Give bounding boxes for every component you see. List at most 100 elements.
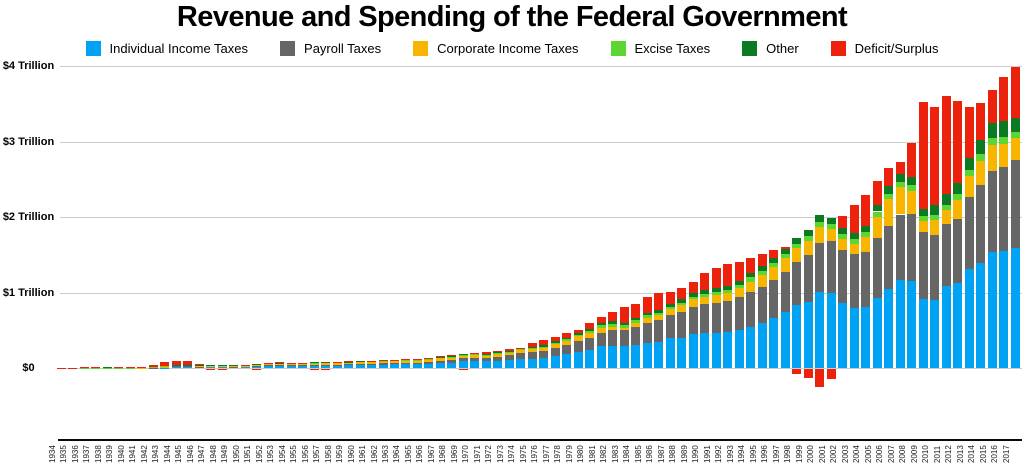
- bar-segment-corporate-income-taxes-1957: [321, 362, 331, 365]
- x-axis-tick-label-1937: 1937: [82, 445, 92, 463]
- bar-segment-deficit-1979: [573, 329, 583, 334]
- bar-segment-individual-income-taxes-1972: [493, 360, 503, 368]
- x-axis-tick-label-1966: 1966: [415, 445, 425, 463]
- x-axis-tick-label-1958: 1958: [323, 445, 333, 463]
- bar-segment-corporate-income-taxes-1944: [171, 365, 181, 367]
- bar-segment-other-2017: [1010, 117, 1020, 132]
- bar-segment-payroll-taxes-1985: [642, 322, 652, 343]
- legend: Individual Income Taxes Payroll Taxes Corp…: [0, 41, 1024, 56]
- bar-segment-other-2001: [826, 217, 836, 225]
- bar-segment-deficit-2009: [918, 102, 928, 210]
- bar-segment-payroll-taxes-1966: [424, 361, 434, 364]
- bar-segment-payroll-taxes-1990: [700, 304, 710, 333]
- bar-segment-corporate-income-taxes-1987: [665, 309, 675, 316]
- bar-segment-payroll-taxes-1999: [803, 255, 813, 302]
- x-axis-tick-label-1956: 1956: [300, 445, 310, 463]
- bar-segment-individual-income-taxes-2005: [872, 297, 882, 368]
- bar-segment-deficit-1945: [183, 360, 193, 365]
- bar-segment-excise-taxes-1985: [642, 315, 652, 319]
- bar-segment-excise-taxes-1980: [585, 330, 595, 333]
- bar-segment-deficit-1973: [504, 349, 514, 351]
- bar-segment-other-1989: [688, 293, 698, 297]
- bar-segment-individual-income-taxes-1963: [389, 364, 399, 368]
- bar-segment-other-2007: [895, 174, 905, 182]
- bar-segment-payroll-taxes-1986: [654, 320, 664, 342]
- x-axis-tick-label-1997: 1997: [771, 445, 781, 463]
- x-axis-tick-label-1946: 1946: [185, 445, 195, 463]
- bar-segment-other-2009: [918, 209, 928, 217]
- bar-segment-excise-taxes-1962: [378, 360, 388, 362]
- bar-segment-corporate-income-taxes-1980: [585, 332, 595, 338]
- x-axis-tick-label-2010: 2010: [921, 445, 931, 463]
- bar-segment-individual-income-taxes-1947: [206, 366, 216, 368]
- bar-segment-deficit-1996: [769, 250, 779, 259]
- bar-segment-payroll-taxes-2012: [953, 218, 963, 283]
- bar-segment-other-1999: [803, 230, 813, 237]
- x-axis-tick-label-1992: 1992: [714, 445, 724, 463]
- bar-segment-corporate-income-taxes-1990: [700, 296, 710, 305]
- bar-segment-payroll-taxes-1972: [493, 356, 503, 361]
- bar-segment-individual-income-taxes-1996: [769, 318, 779, 368]
- bar-segment-other-1987: [665, 303, 675, 307]
- bar-segment-deficit-2003: [849, 204, 859, 234]
- x-axis-tick-label-1960: 1960: [346, 445, 356, 463]
- bar-segment-deficit-2016: [999, 77, 1009, 122]
- bar-segment-deficit-1986: [654, 293, 664, 310]
- bar-segment-excise-taxes-1988: [677, 302, 687, 306]
- bar-segment-other-1975: [527, 346, 537, 349]
- bar-segment-individual-income-taxes-1983: [619, 346, 629, 368]
- bar-segment-payroll-taxes-1973: [504, 355, 514, 361]
- x-axis-tick-label-1963: 1963: [380, 445, 390, 463]
- bar-segment-payroll-taxes-1962: [378, 363, 388, 365]
- bar-segment-payroll-taxes-2011: [941, 223, 951, 286]
- x-axis-tick-label-1980: 1980: [576, 445, 586, 463]
- x-axis-tick-label-2000: 2000: [806, 445, 816, 463]
- bar-segment-individual-income-taxes-2011: [941, 285, 951, 368]
- bar-segment-payroll-taxes-1981: [596, 332, 606, 347]
- bar-segment-deficit-1967: [435, 356, 445, 357]
- bar-segment-payroll-taxes-2014: [976, 185, 986, 263]
- x-axis-tick-label-1939: 1939: [105, 445, 115, 463]
- bar-segment-payroll-taxes-1976: [539, 351, 549, 359]
- bar-segment-corporate-income-taxes-1996: [769, 267, 779, 280]
- bar-segment-individual-income-taxes-2007: [895, 280, 905, 368]
- legend-swatch-excise-taxes: [610, 41, 626, 56]
- bar-segment-corporate-income-taxes-1991: [711, 295, 721, 303]
- bar-segment-payroll-taxes-1954: [286, 365, 296, 366]
- bar-segment-corporate-income-taxes-1974: [516, 350, 526, 354]
- x-axis-tick-label-2012: 2012: [944, 445, 954, 463]
- bar-segment-excise-taxes-1993: [734, 284, 744, 289]
- bar-segment-corporate-income-taxes-1950: [240, 365, 250, 367]
- bar-segment-other-2004: [861, 226, 871, 232]
- bar-segment-payroll-taxes-1991: [711, 302, 721, 333]
- x-axis-tick-label-1981: 1981: [587, 445, 597, 463]
- bar-segment-individual-income-taxes-1970: [470, 361, 480, 368]
- bar-segment-deficit-1987: [665, 292, 675, 304]
- bar-segment-excise-taxes-1984: [631, 320, 641, 324]
- x-axis-tick-label-1935: 1935: [59, 445, 69, 463]
- bar-segment-deficit-2017: [1010, 67, 1020, 118]
- bar-segment-other-1991: [711, 288, 721, 293]
- bar-segment-excise-taxes-2009: [918, 216, 928, 222]
- bar-segment-individual-income-taxes-1980: [585, 349, 595, 368]
- bar-segment-individual-income-taxes-2017: [1010, 248, 1020, 368]
- bar-segment-other-1990: [700, 290, 710, 295]
- bar-segment-deficit-1977: [550, 337, 560, 342]
- bar-segment-corporate-income-taxes-1956: [309, 363, 319, 365]
- bar-segment-excise-taxes-1967: [435, 357, 445, 359]
- bar-segment-individual-income-taxes-1994: [746, 326, 756, 368]
- bar-segment-individual-income-taxes-1981: [596, 346, 606, 368]
- x-axis-line: [58, 439, 1022, 441]
- bar-segment-other-1986: [654, 309, 664, 313]
- bar-segment-payroll-taxes-1997: [780, 271, 790, 313]
- bar-segment-excise-taxes-1956: [309, 362, 319, 364]
- bar-segment-corporate-income-taxes-1986: [654, 315, 664, 321]
- bar-segment-excise-taxes-1986: [654, 312, 664, 316]
- bar-segment-corporate-income-taxes-1963: [389, 361, 399, 363]
- bar-segment-excise-taxes-2004: [861, 231, 871, 238]
- legend-label: Other: [766, 41, 799, 56]
- bar-segment-deficit-1962: [378, 359, 388, 361]
- bar-segment-individual-income-taxes-1949: [229, 366, 239, 368]
- bar-segment-deficit-1985: [642, 296, 652, 313]
- bar-segment-corporate-income-taxes-1989: [688, 299, 698, 308]
